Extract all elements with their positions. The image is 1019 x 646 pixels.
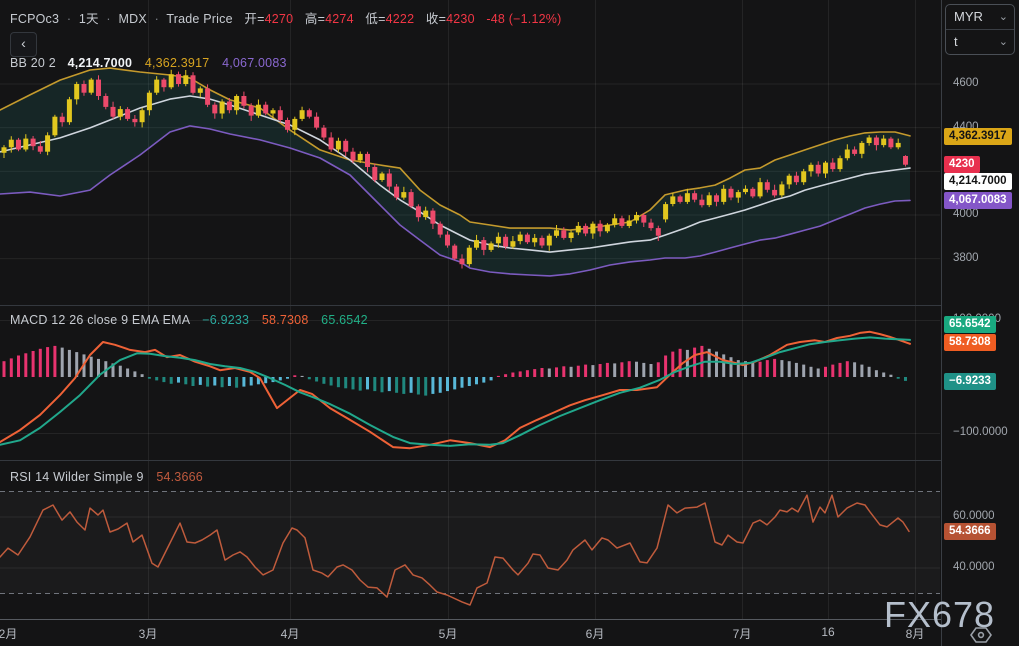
time-axis-label: 3月	[138, 627, 158, 641]
exchange-label: MDX	[118, 12, 147, 26]
macd-signal-value: 65.6542	[321, 313, 368, 327]
bb-lower-line	[0, 125, 911, 277]
back-button[interactable]: ‹	[10, 32, 37, 57]
macd-indicator-header[interactable]: MACD 12 26 close 9 EMA EMA −6.9233 58.73…	[10, 313, 368, 327]
macd-histogram	[2, 345, 907, 396]
macd-signal-line	[0, 336, 911, 447]
chart-settings-icon[interactable]	[970, 627, 992, 643]
axis-tick-label: 40.0000	[953, 561, 995, 573]
time-axis-label: 2月	[0, 627, 18, 641]
axis-tick-label: −100.0000	[953, 426, 1008, 438]
axis-tick-label: 4600	[953, 77, 979, 89]
separator-dot: ·	[106, 12, 111, 26]
chevron-down-icon: ⌄	[998, 36, 1008, 48]
bb-upper-line	[0, 67, 911, 231]
currency-unit-selector: MYR ⌄ t ⌄	[945, 4, 1015, 55]
time-axis[interactable]: 2月 3月 4月 5月 6月 7月 16 8月	[0, 620, 941, 646]
macd-title: MACD 12 26 close 9 EMA EMA	[10, 313, 190, 327]
time-axis-label: 5月	[438, 627, 458, 641]
high-value: 4274	[325, 12, 354, 26]
macd-line-label: 58.7308	[944, 334, 996, 351]
low-label: 低=	[365, 12, 386, 26]
back-arrow-icon: ‹	[21, 35, 26, 51]
fx678-watermark: FX678	[884, 594, 996, 635]
bb-upper-price-label: 4,362.3917	[944, 128, 1012, 145]
bb-title: BB 20 2	[10, 56, 56, 70]
open-value: 4270	[264, 12, 294, 26]
macd-hist-label: −6.9233	[944, 373, 996, 390]
divider	[946, 29, 1014, 30]
interval-label: 1天	[78, 12, 99, 26]
bb-fill	[0, 68, 910, 276]
series-type-label: Trade Price	[166, 12, 233, 26]
open-label: 开=	[244, 12, 265, 26]
axis-tick-label: 4000	[953, 208, 979, 220]
bb-indicator-header[interactable]: BB 20 2 4,214.7000 4,362.3917 4,067.0083	[10, 56, 287, 70]
symbol-header[interactable]: FCPOc3 · 1天 · MDX · Trade Price 开=4270 高…	[10, 8, 561, 27]
rsi-value: 54.3666	[156, 470, 203, 484]
bb-basis-price-label: 4,214.7000	[944, 173, 1012, 190]
bb-lower-price-label: 4,067.0083	[944, 192, 1012, 209]
candles-layer	[1, 69, 908, 269]
currency-value: MYR	[954, 9, 983, 24]
axis-tick-label: 3800	[953, 252, 979, 264]
macd-hist-value: −6.9233	[202, 313, 250, 327]
axis-tick-label: 60.0000	[953, 510, 995, 522]
time-axis-label: 16	[821, 625, 835, 639]
separator-dot: ·	[66, 12, 72, 26]
macd-line	[0, 330, 911, 450]
close-value: 4230	[446, 12, 475, 26]
currency-select[interactable]: MYR ⌄	[946, 5, 1014, 29]
time-axis-label: 6月	[585, 627, 605, 641]
rsi-line	[0, 494, 910, 606]
rsi-band	[0, 492, 940, 594]
rsi-value-label: 54.3666	[944, 523, 996, 540]
bb-basis-value: 4,214.7000	[67, 56, 133, 70]
chevron-down-icon: ⌄	[998, 11, 1008, 23]
unit-select[interactable]: t ⌄	[946, 30, 1014, 54]
last-price-label: 4230	[944, 156, 980, 173]
time-axis-label: 4月	[280, 627, 300, 641]
time-axis-label: 7月	[732, 627, 752, 641]
low-value: 4222	[385, 12, 415, 26]
bb-upper-value: 4,362.3917	[144, 56, 210, 70]
high-label: 高=	[304, 12, 326, 26]
bb-basis-line	[0, 95, 911, 253]
macd-line-value: 58.7308	[261, 313, 309, 327]
unit-value: t	[954, 34, 958, 49]
rsi-indicator-header[interactable]: RSI 14 Wilder Simple 9 54.3666	[10, 470, 203, 484]
time-axis-label: 8月	[905, 627, 925, 641]
symbol-name: FCPOc3	[10, 12, 60, 26]
separator-dot: ·	[154, 12, 159, 26]
close-label: 收=	[425, 12, 447, 26]
macd-signal-label: 65.6542	[944, 316, 996, 333]
main-chart-canvas[interactable]	[0, 0, 941, 620]
change-value: -48 (−1.12%)	[486, 12, 562, 26]
bb-lower-value: 4,067.0083	[222, 56, 287, 70]
price-axis[interactable]: MYR ⌄ t ⌄ 4600440040003800100.0000−100.0…	[941, 0, 1019, 646]
rsi-title: RSI 14 Wilder Simple 9	[10, 470, 144, 484]
